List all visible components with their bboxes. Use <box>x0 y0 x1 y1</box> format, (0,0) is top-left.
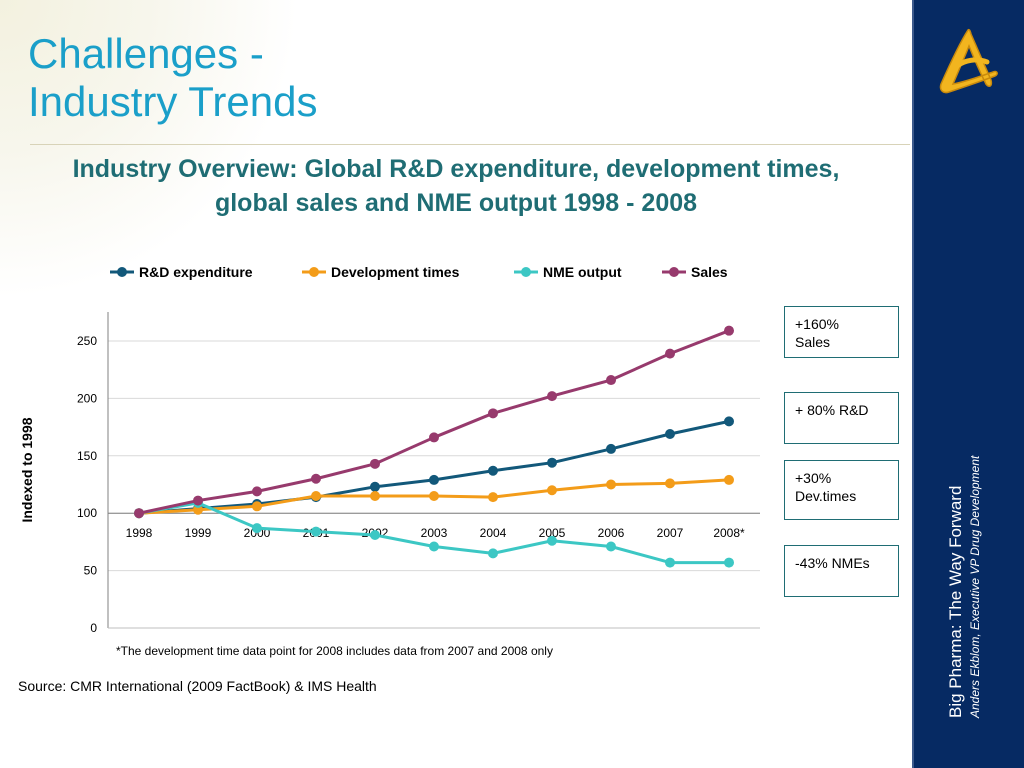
y-axis-label: Indexed to 1998 <box>19 417 35 522</box>
callout-devtimes: +30% Dev.times <box>784 460 899 520</box>
data-point <box>606 541 616 552</box>
x-tick-label: 1999 <box>185 526 212 540</box>
y-tick-label: 100 <box>77 506 97 520</box>
data-point <box>547 535 557 546</box>
y-tick-label: 150 <box>77 449 97 463</box>
x-tick-label: 2005 <box>539 526 566 540</box>
series-line <box>138 329 730 515</box>
sidebar-caption: Big Pharma: The Way Forward Anders Ekblo… <box>945 388 983 718</box>
legend-label: R&D expenditure <box>139 264 253 280</box>
data-point <box>488 465 498 476</box>
data-point <box>370 458 380 469</box>
data-point <box>370 490 380 501</box>
data-point <box>134 508 144 519</box>
data-point <box>547 485 557 496</box>
legend-swatch-marker <box>117 267 127 277</box>
astrazeneca-logo-icon <box>939 28 998 94</box>
data-point <box>193 495 203 506</box>
callout-rd-text: + 80% R&D <box>795 402 869 418</box>
data-point <box>547 391 557 402</box>
sidebar-title: Big Pharma: The Way Forward <box>946 485 965 718</box>
page-title: Challenges - Industry Trends <box>28 30 317 126</box>
data-point <box>488 548 498 559</box>
data-point <box>665 348 675 359</box>
callout-sales-text: +160% Sales <box>795 316 839 350</box>
data-point <box>311 473 321 484</box>
chart-heading-line-1: Industry Overview: Global R&D expenditur… <box>72 155 840 183</box>
data-point <box>429 490 439 501</box>
background-glow <box>0 0 300 300</box>
data-point <box>370 481 380 492</box>
sidebar <box>912 0 1024 768</box>
data-point <box>429 541 439 552</box>
y-tick-label: 0 <box>90 621 97 635</box>
data-point <box>311 526 321 537</box>
data-point <box>252 501 262 512</box>
x-tick-label: 1998 <box>126 526 153 540</box>
data-point <box>252 486 262 497</box>
sidebar-subtitle: Anders Ekblom, Executive VP Drug Develop… <box>968 455 982 718</box>
callout-sales: +160% Sales <box>784 306 899 358</box>
data-point <box>547 457 557 468</box>
data-point <box>370 530 380 541</box>
x-tick-label: 2004 <box>480 526 507 540</box>
legend-label: Development times <box>331 264 460 280</box>
data-point <box>193 504 203 515</box>
callout-nme-text: -43% NMEs <box>795 555 870 571</box>
callout-rd: + 80% R&D <box>784 392 899 444</box>
data-point <box>429 432 439 443</box>
data-point <box>311 490 321 501</box>
x-tick-label: 2008* <box>713 526 745 540</box>
data-point <box>606 375 616 386</box>
x-tick-label: 2007 <box>657 526 684 540</box>
x-tick-label: 2006 <box>598 526 625 540</box>
data-point <box>665 428 675 439</box>
legend-label: Sales <box>691 264 728 280</box>
data-point <box>724 416 734 427</box>
title-line-1: Challenges - <box>28 30 264 77</box>
legend-swatch-marker <box>669 267 679 277</box>
y-tick-label: 250 <box>77 334 97 348</box>
legend-label: NME output <box>543 264 622 280</box>
y-tick-label: 50 <box>84 564 98 578</box>
chart-heading: Industry Overview: Global R&D expenditur… <box>0 152 912 220</box>
legend-swatch-marker <box>521 267 531 277</box>
x-tick-label: 2003 <box>421 526 448 540</box>
chart-heading-line-2: global sales and NME output 1998 - 2008 <box>214 189 698 217</box>
data-point <box>606 479 616 490</box>
data-point <box>724 325 734 336</box>
data-point <box>488 408 498 419</box>
legend-swatch-marker <box>309 267 319 277</box>
callout-nme: -43% NMEs <box>784 545 899 597</box>
data-point <box>724 474 734 485</box>
data-point <box>724 557 734 568</box>
data-point <box>488 492 498 503</box>
title-line-2: Industry Trends <box>28 78 318 125</box>
title-divider <box>30 144 910 145</box>
data-point <box>429 474 439 485</box>
y-tick-label: 200 <box>77 391 97 405</box>
data-point <box>665 478 675 489</box>
data-point <box>665 557 675 568</box>
callout-devtimes-text: +30% Dev.times <box>795 470 857 504</box>
source-note: Source: CMR International (2009 FactBook… <box>18 678 377 694</box>
data-point <box>252 523 262 534</box>
chart-footnote: *The development time data point for 200… <box>116 644 553 658</box>
data-point <box>606 443 616 454</box>
